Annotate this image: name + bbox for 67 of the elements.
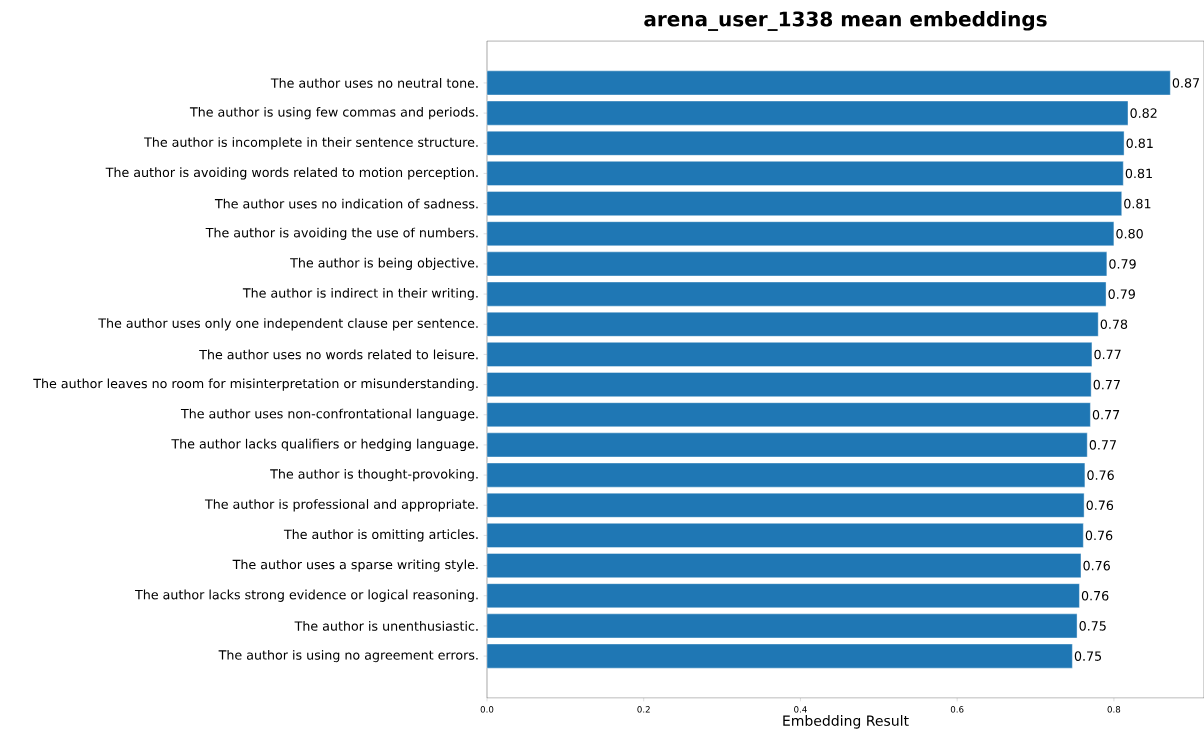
bar <box>486 402 1091 428</box>
bar <box>486 523 1084 548</box>
data-label: 0.81 <box>1125 168 1152 179</box>
bar <box>486 492 1085 518</box>
data-label: 0.77 <box>1094 349 1121 360</box>
data-label: 0.77 <box>1093 379 1120 390</box>
bar <box>486 161 1124 186</box>
bar <box>486 221 1115 247</box>
y-tick-label: The author uses only one independent clause per sentence. <box>98 318 478 331</box>
y-tick-label: The author uses non-confrontational language. <box>180 408 478 421</box>
y-tick-label: The author is thought-provoking. <box>270 468 478 482</box>
y-tick-label: The author is professional and appropriate. <box>204 499 478 512</box>
bar <box>486 432 1088 458</box>
x-tick-label: 0.6 <box>950 706 964 713</box>
y-tick-label: The author is using few commas and periods. <box>189 106 478 120</box>
data-label: 0.76 <box>1087 470 1114 480</box>
y-tick-label: The author lacks strong evidence or logical reasoning. <box>134 589 478 602</box>
data-label: 0.76 <box>1081 590 1109 601</box>
chart-title: arena_user_1338 mean embeddings <box>644 11 1047 31</box>
y-tick-label: The author is unenthusiastic. <box>294 621 478 631</box>
bar <box>486 131 1125 156</box>
bar <box>486 643 1073 669</box>
bar <box>486 462 1086 488</box>
data-label: 0.81 <box>1126 138 1153 149</box>
y-tick-label: The author uses no neutral tone. <box>270 78 478 88</box>
y-tick-label: The author is avoiding words related to motion perception. <box>105 167 478 180</box>
data-label: 0.79 <box>1108 289 1135 299</box>
bar <box>486 191 1122 216</box>
data-label: 0.80 <box>1116 228 1143 239</box>
bar <box>486 342 1093 367</box>
y-tick-label: The author uses a sparse writing style. <box>232 559 478 572</box>
data-label: 0.82 <box>1130 108 1157 118</box>
bar <box>486 281 1107 307</box>
y-tick-label: The author is incomplete in their sentence structure. <box>144 137 478 150</box>
bar <box>486 372 1092 397</box>
bar <box>486 312 1099 337</box>
bar <box>486 100 1129 126</box>
bar <box>486 70 1171 96</box>
x-tick-label: 0.8 <box>1107 706 1121 713</box>
y-tick-label: The author is being objective. <box>290 257 478 271</box>
data-label: 0.76 <box>1086 500 1114 511</box>
bar <box>486 613 1078 639</box>
bar <box>486 553 1082 578</box>
x-tick-label: 0.0 <box>480 706 494 713</box>
x-tick-label: 0.4 <box>794 706 807 713</box>
y-tick-label: The author is indirect in their writing. <box>242 287 478 301</box>
y-tick-label: The author lacks qualifiers or hedging language. <box>171 438 478 452</box>
x-tick-label: 0.2 <box>637 706 650 713</box>
bar <box>486 251 1108 277</box>
data-label: 0.75 <box>1074 651 1102 661</box>
data-label: 0.77 <box>1089 440 1116 450</box>
bar <box>486 583 1080 609</box>
data-label: 0.81 <box>1124 198 1151 209</box>
y-tick-label: The author uses no indication of sadness. <box>214 198 478 209</box>
data-label: 0.76 <box>1083 560 1110 571</box>
data-label: 0.87 <box>1172 78 1200 88</box>
data-label: 0.78 <box>1100 319 1128 330</box>
y-tick-label: The author is omitting articles. <box>283 529 478 542</box>
y-tick-label: The author is using no agreement errors. <box>218 649 478 663</box>
data-label: 0.76 <box>1085 530 1113 541</box>
data-label: 0.79 <box>1109 259 1136 269</box>
y-tick-label: The author is avoiding the use of numbers. <box>205 227 478 240</box>
data-label: 0.75 <box>1079 621 1106 631</box>
data-label: 0.77 <box>1092 409 1120 420</box>
y-tick-label: The author uses no words related to leisure. <box>199 349 478 360</box>
x-axis-title: Embedding Result <box>783 715 909 729</box>
y-tick-label: The author leaves no room for misinterpretation or misunderstanding. <box>33 378 478 391</box>
